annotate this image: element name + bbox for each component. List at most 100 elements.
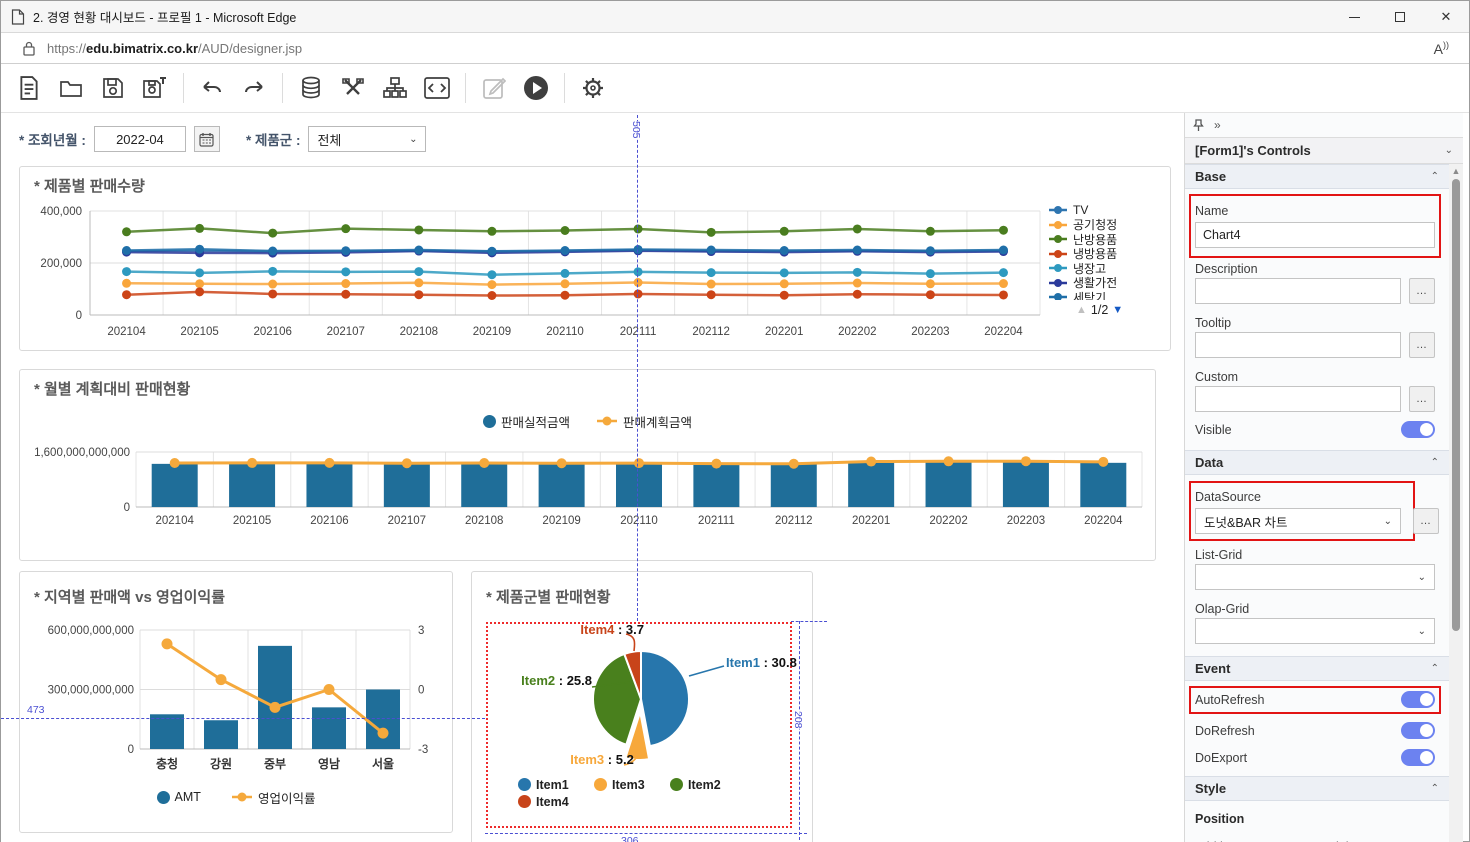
svg-text:202109: 202109 <box>473 326 511 338</box>
svg-text:영남: 영남 <box>318 756 340 771</box>
open-folder-icon[interactable] <box>57 74 85 102</box>
tools-icon[interactable] <box>339 74 367 102</box>
chevron-up-icon[interactable]: ⌃ <box>1430 457 1439 468</box>
tooltip-more-button[interactable]: … <box>1409 332 1435 358</box>
legend-item[interactable]: 영업이익률 <box>231 790 315 806</box>
visible-label: Visible <box>1195 423 1232 437</box>
description-label: Description <box>1195 262 1258 276</box>
legend-item[interactable]: 냉장고 <box>1048 261 1166 276</box>
chart-legend: TV 공기청정 난방용품 냉방용품 냉장고 생활가전 세탁기 ▲ 1/2 ▼ <box>1048 203 1166 317</box>
selection-height-label: 208 <box>792 711 804 729</box>
sales-qty-chart-panel[interactable]: * 제품별 판매수량 0 200,000 400,000 202104 202105 20… <box>19 166 1171 351</box>
save-as-icon[interactable] <box>141 74 169 102</box>
scrollbar-thumb[interactable] <box>1452 179 1460 631</box>
pin-icon[interactable] <box>1193 118 1204 132</box>
custom-more-button[interactable]: … <box>1409 386 1435 412</box>
visible-toggle[interactable] <box>1401 421 1435 438</box>
calendar-icon[interactable] <box>193 126 220 152</box>
legend-item[interactable]: 판매계획금액 <box>596 414 692 430</box>
legend-item[interactable]: 판매실적금액 <box>482 414 570 430</box>
edit-icon <box>480 74 508 102</box>
name-label: Name <box>1195 204 1229 218</box>
minimize-button[interactable] <box>1331 1 1377 33</box>
listgrid-select[interactable]: ⌄ <box>1195 564 1435 590</box>
datasource-select[interactable]: 도넛&BAR 차트 ⌄ <box>1195 508 1401 534</box>
read-aloud-icon[interactable]: A)) <box>1433 39 1449 57</box>
legend-item[interactable]: Item2 <box>670 776 746 793</box>
section-base[interactable]: Base ⌃ <box>1185 164 1449 189</box>
scroll-up-icon[interactable]: ▲ <box>1451 166 1461 176</box>
controls-header[interactable]: [Form1]'s Controls ⌄ <box>1185 137 1463 164</box>
legend-item[interactable]: TV <box>1048 203 1166 218</box>
pie-slice-label: Item4 : 3.7 <box>580 622 644 637</box>
svg-text:202204: 202204 <box>984 326 1023 338</box>
collapse-double-chevron-icon[interactable]: » <box>1214 118 1221 132</box>
description-more-button[interactable]: … <box>1409 278 1435 304</box>
section-style[interactable]: Style ⌃ <box>1185 776 1449 801</box>
datasource-more-button[interactable]: … <box>1413 508 1439 534</box>
code-view-icon[interactable] <box>423 74 451 102</box>
close-button[interactable]: ✕ <box>1440 9 1452 24</box>
designer-canvas[interactable]: * 조회년월 : * 제품군 : 전체⌄ * 제품별 판매수량 0 200,000… <box>1 113 1185 842</box>
redo-icon[interactable] <box>240 74 268 102</box>
svg-text:202108: 202108 <box>465 515 503 527</box>
new-document-icon[interactable] <box>15 74 43 102</box>
url-text[interactable]: https://edu.bimatrix.co.kr/AUD/designer.… <box>47 40 303 56</box>
chevron-up-icon[interactable]: ⌃ <box>1430 783 1439 794</box>
undo-icon[interactable] <box>198 74 226 102</box>
line-chart-plot: 0 200,000 400,000 202104 202105 202106 202107 2… <box>40 206 1041 338</box>
region-chart-panel[interactable]: * 지역별 판매액 vs 영업이익률 0 300,000,000,000 600,0… <box>19 571 453 833</box>
legend-item[interactable]: AMT <box>156 790 201 805</box>
chart-title: * 지역별 판매액 vs 영업이익률 <box>34 589 225 606</box>
olapgrid-select[interactable]: ⌄ <box>1195 618 1435 644</box>
run-icon[interactable] <box>522 74 550 102</box>
page-tab-icon <box>11 8 25 25</box>
autorefresh-toggle[interactable] <box>1401 691 1435 708</box>
section-data[interactable]: Data ⌃ <box>1185 450 1449 475</box>
maximize-button[interactable] <box>1377 1 1423 33</box>
legend-item[interactable]: Item1 <box>518 776 594 793</box>
svg-text:서울: 서울 <box>372 756 394 771</box>
doexport-toggle[interactable] <box>1401 749 1435 766</box>
chart-legend: AMT 영업이익률 <box>20 790 452 806</box>
dorefresh-toggle[interactable] <box>1401 722 1435 739</box>
legend-item[interactable]: Item3 <box>594 776 670 793</box>
height-label: Height <box>1320 840 1356 842</box>
legend-item[interactable]: 냉방용품 <box>1048 247 1166 261</box>
section-event[interactable]: Event ⌃ <box>1185 656 1449 681</box>
name-input[interactable] <box>1195 222 1435 248</box>
chevron-down-icon[interactable]: ⌄ <box>1444 145 1453 156</box>
custom-input[interactable] <box>1195 386 1401 412</box>
svg-text:202203: 202203 <box>1007 515 1045 527</box>
custom-label: Custom <box>1195 370 1239 384</box>
svg-text:202112: 202112 <box>692 326 730 338</box>
description-input[interactable] <box>1195 278 1401 304</box>
address-bar[interactable]: https://edu.bimatrix.co.kr/AUD/designer.… <box>1 33 1469 64</box>
sitemap-icon[interactable] <box>381 74 409 102</box>
legend-item[interactable]: 난방용품 <box>1048 232 1166 247</box>
svg-text:-3: -3 <box>418 744 428 756</box>
product-pie-chart-panel[interactable]: * 제품군별 판매현황 Item1 : 30.8 Item3 : 5.2 Item2… <box>471 571 813 842</box>
legend-item[interactable]: 공기청정 <box>1048 218 1166 232</box>
chevron-up-icon[interactable]: ⌃ <box>1430 663 1439 674</box>
svg-text:202108: 202108 <box>400 326 438 338</box>
database-icon[interactable] <box>297 74 325 102</box>
legend-page-up-icon[interactable]: ▲ <box>1076 304 1087 316</box>
legend-item[interactable]: Item4 <box>518 793 594 810</box>
legend-item[interactable]: 세탁기 <box>1048 290 1166 300</box>
legend-page-down-icon[interactable]: ▼ <box>1112 304 1124 316</box>
monthly-plan-chart-panel[interactable]: * 월별 계획대비 판매현황 판매실적금액 판매계획금액 1,600,000,00… <box>19 369 1156 561</box>
settings-gear-icon[interactable] <box>579 74 607 102</box>
tooltip-input[interactable] <box>1195 332 1401 358</box>
selection-rectangle[interactable]: Item1 : 30.8 Item3 : 5.2 Item2 : 25.8 Item4… <box>486 622 797 828</box>
save-icon[interactable] <box>99 74 127 102</box>
svg-text:202109: 202109 <box>542 515 580 527</box>
legend-item[interactable]: 생활가전 <box>1048 276 1166 290</box>
horizontal-guide-line <box>1 718 485 719</box>
vertical-guide-label: 505 <box>630 121 642 139</box>
date-filter-input[interactable] <box>93 126 186 152</box>
chevron-up-icon[interactable]: ⌃ <box>1430 171 1439 182</box>
panel-scrollbar[interactable]: ▲ <box>1449 164 1463 842</box>
product-filter-select[interactable]: 전체 ⌄ <box>308 126 427 152</box>
